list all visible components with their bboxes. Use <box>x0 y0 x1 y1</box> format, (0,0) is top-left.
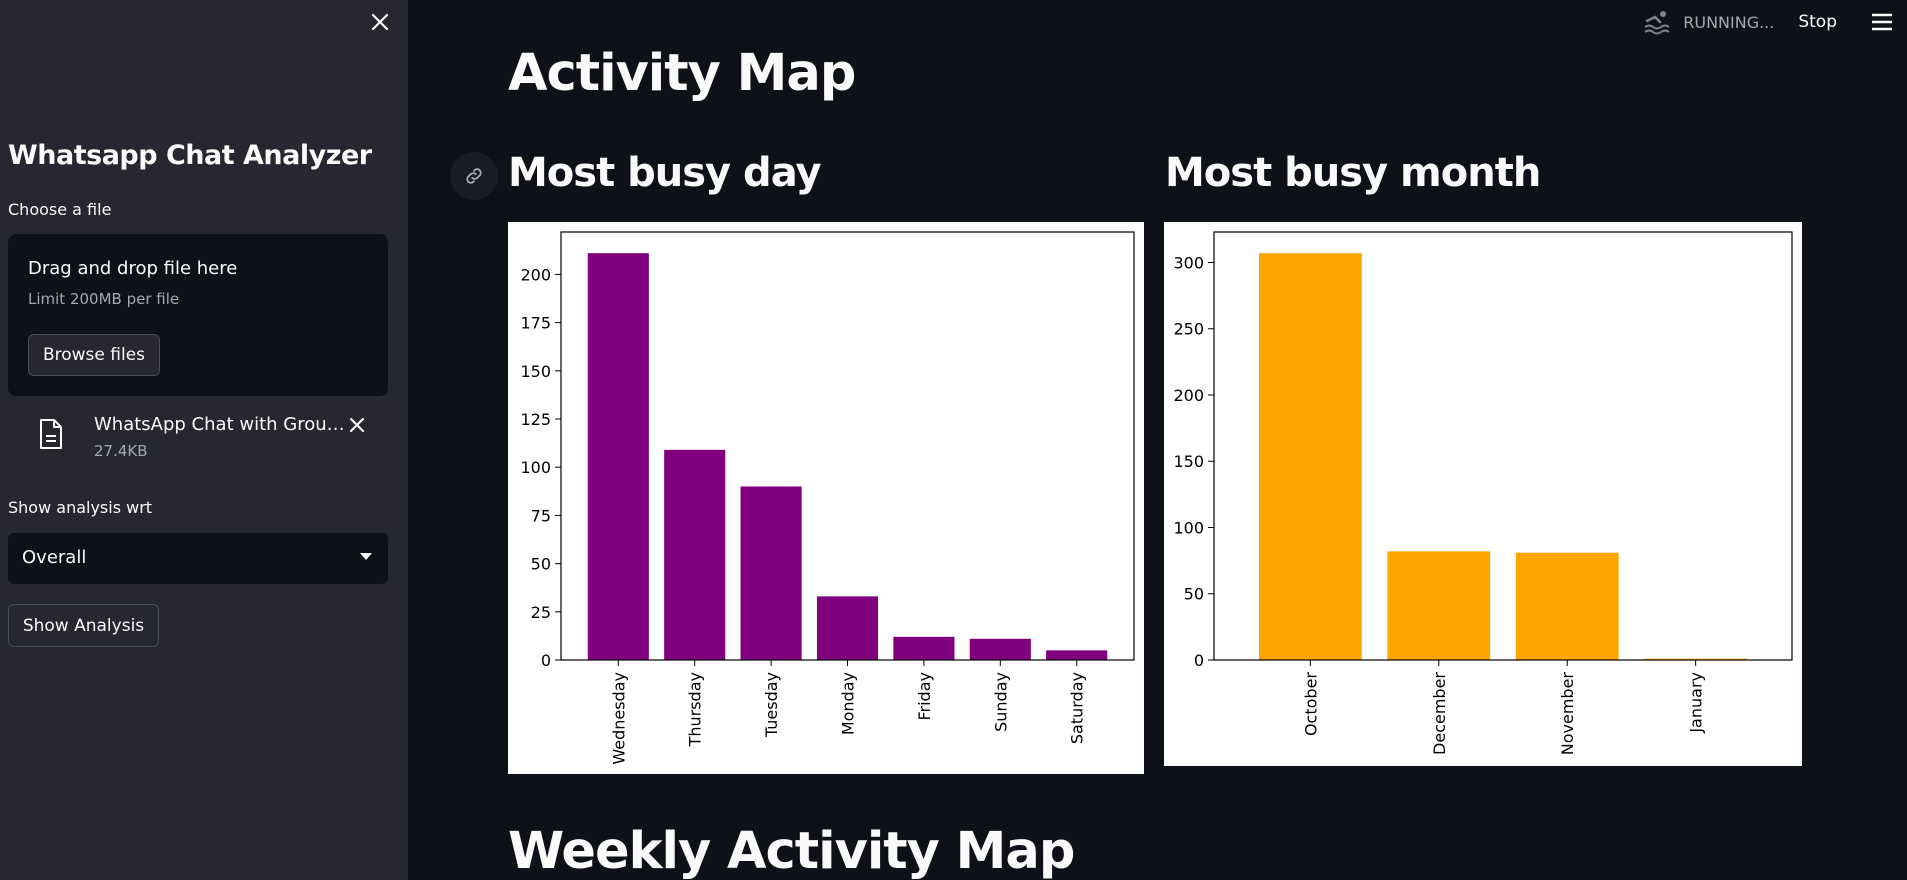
show-analysis-button[interactable]: Show Analysis <box>8 604 159 647</box>
x-tick-label: Thursday <box>686 672 705 747</box>
x-tick-label: October <box>1301 672 1320 736</box>
y-tick-label: 150 <box>1173 452 1204 471</box>
sidebar: Whatsapp Chat Analyzer Choose a file Dra… <box>0 0 408 880</box>
anchor-link-icon[interactable] <box>450 152 498 200</box>
bar-saturday <box>1046 650 1108 660</box>
busy-day-chart-svg: Wednesday Thursday Tuesday Monday Friday Sund… <box>520 231 1135 765</box>
running-status: RUNNING... <box>1683 12 1775 32</box>
bar-october <box>1258 253 1362 660</box>
x-tick-label: January <box>1687 672 1706 734</box>
busy-month-chart: October December November January 0 50 100 150 2… <box>1164 222 1802 766</box>
weekly-activity-heading: Weekly Activity Map <box>508 822 1075 880</box>
y-tick-label: 200 <box>1173 386 1204 405</box>
file-dropzone[interactable]: Drag and drop file here Limit 200MB per … <box>8 234 388 396</box>
bar-thursday <box>664 449 726 660</box>
x-tick-label: Monday <box>839 672 858 735</box>
y-tick-label: 100 <box>520 458 551 477</box>
running-swimmer-icon <box>1644 11 1670 35</box>
plot-frame <box>560 231 1135 661</box>
plot-frame <box>1213 231 1793 661</box>
bar-friday <box>893 636 955 660</box>
y-tick-label: 50 <box>531 555 551 574</box>
file-size: 27.4KB <box>94 442 148 460</box>
analysis-select[interactable]: Overall <box>8 533 388 584</box>
bar-january <box>1644 658 1748 660</box>
bar-sunday <box>969 638 1031 660</box>
uploaded-file: WhatsApp Chat with Group ... 27.4KB <box>8 404 388 468</box>
analysis-select-value: Overall <box>22 547 87 568</box>
file-icon <box>38 418 64 450</box>
y-tick-label: 300 <box>1173 253 1204 272</box>
x-tick-label: December <box>1430 672 1449 755</box>
bar-december <box>1387 551 1491 660</box>
x-tick-label: Wednesday <box>609 672 628 765</box>
file-uploader-label: Choose a file <box>8 200 112 219</box>
y-tick-label: 50 <box>1184 585 1204 604</box>
y-tick-label: 150 <box>520 362 551 381</box>
x-tick-label: Sunday <box>991 672 1010 732</box>
x-tick-label: Tuesday <box>762 672 781 738</box>
y-tick-label: 125 <box>520 410 551 429</box>
y-tick-label: 175 <box>520 314 551 333</box>
chevron-down-icon <box>360 553 372 560</box>
x-tick-label: Saturday <box>1068 672 1087 744</box>
y-tick-label: 75 <box>531 506 551 525</box>
x-tick-label: November <box>1558 672 1577 756</box>
dropzone-title: Drag and drop file here <box>28 258 238 279</box>
busy-month-chart-svg: October December November January 0 50 100 150 2… <box>1173 231 1793 756</box>
app-status-bar: RUNNING... Stop <box>1643 8 1907 36</box>
y-tick-label: 0 <box>1194 651 1204 670</box>
remove-file-icon[interactable] <box>346 414 368 436</box>
x-tick-label: Friday <box>915 672 934 721</box>
y-tick-label: 100 <box>1173 518 1204 537</box>
hamburger-menu-icon[interactable] <box>1871 13 1893 31</box>
y-tick-label: 0 <box>541 651 551 670</box>
busy-day-heading: Most busy day <box>508 150 822 196</box>
busy-day-chart: Wednesday Thursday Tuesday Monday Friday Sund… <box>508 222 1144 774</box>
sidebar-title: Whatsapp Chat Analyzer <box>8 140 372 171</box>
dropzone-limit: Limit 200MB per file <box>28 290 180 308</box>
close-sidebar-icon[interactable] <box>368 10 392 34</box>
bar-tuesday <box>740 486 802 660</box>
stop-button[interactable]: Stop <box>1798 12 1837 32</box>
y-tick-label: 200 <box>520 265 551 284</box>
bar-monday <box>816 596 879 660</box>
bar-november <box>1515 552 1619 660</box>
busy-month-heading: Most busy month <box>1165 150 1541 196</box>
bar-wednesday <box>587 253 649 660</box>
y-tick-label: 250 <box>1173 320 1204 339</box>
browse-files-button[interactable]: Browse files <box>28 334 160 376</box>
analysis-select-label: Show analysis wrt <box>8 498 153 517</box>
file-name: WhatsApp Chat with Group ... <box>94 414 352 435</box>
page-title: Activity Map <box>508 44 856 103</box>
y-tick-label: 25 <box>531 603 551 622</box>
